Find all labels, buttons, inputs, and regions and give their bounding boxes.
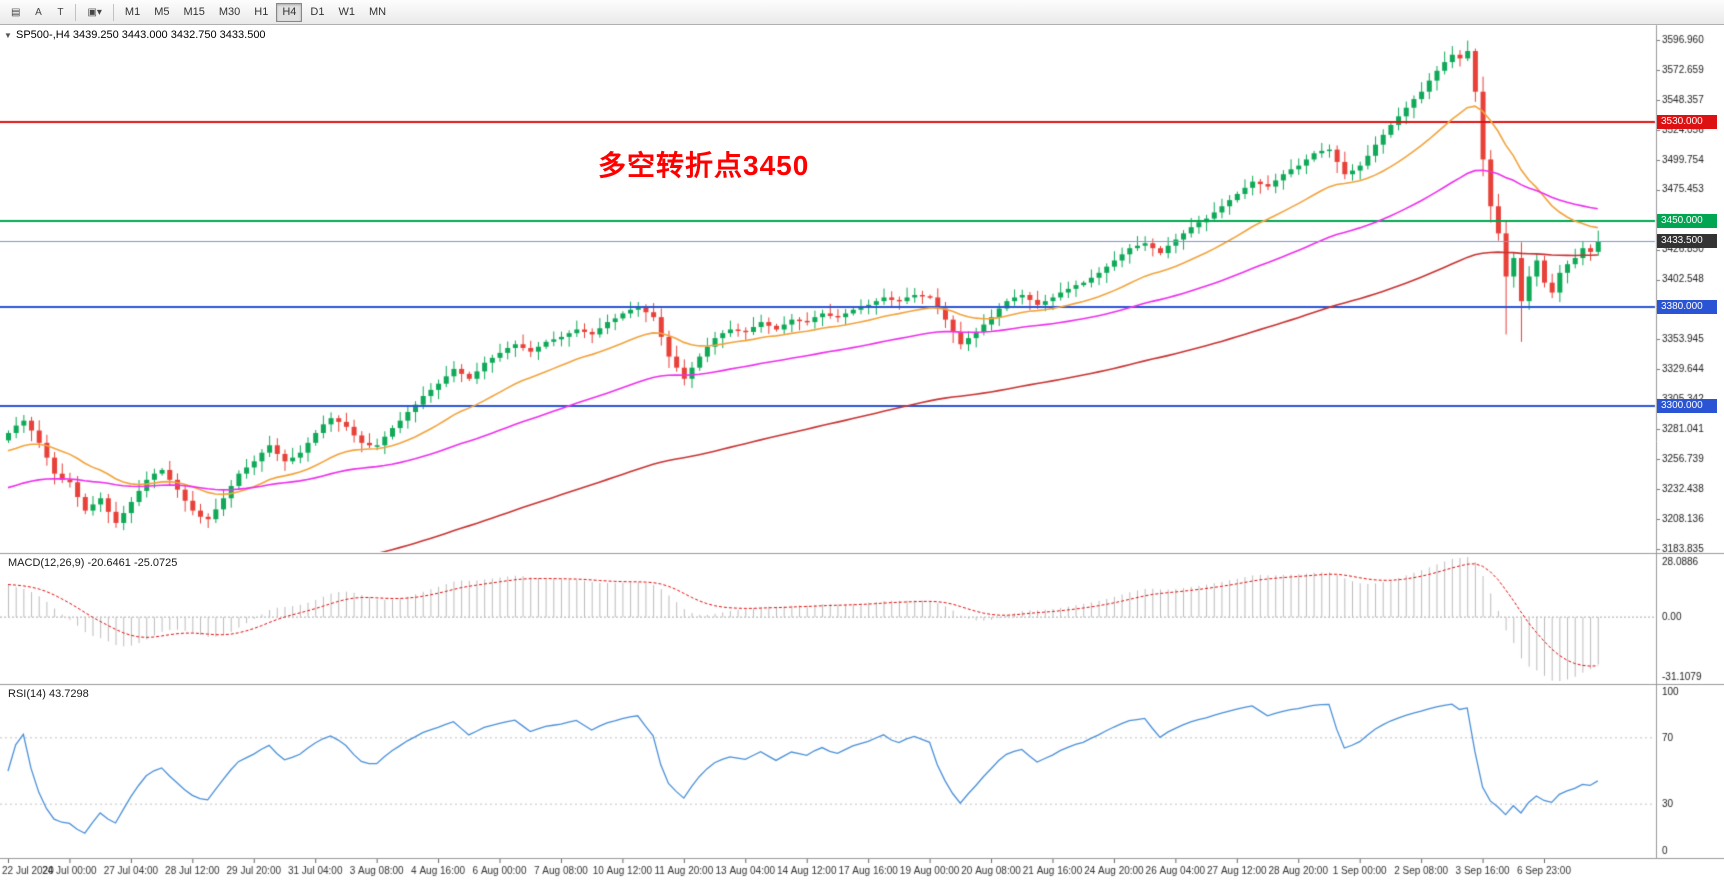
timeframe-button-h4[interactable]: H4 bbox=[276, 2, 303, 22]
toolbar: ▤ A T ▣▾ M1 M5 M15 M30 H1 H4 D1 W1 MN bbox=[0, 0, 1724, 25]
chart-tool-icon[interactable]: ▤ bbox=[5, 3, 26, 22]
text-annotation-icon[interactable]: A bbox=[28, 3, 48, 22]
timeframe-button-m1[interactable]: M1 bbox=[119, 3, 146, 22]
timeframe-button-m30[interactable]: M30 bbox=[213, 3, 246, 22]
macd-indicator-label: MACD(12,26,9) -20.6461 -25.0725 bbox=[8, 557, 178, 569]
timeframe-button-m5[interactable]: M5 bbox=[148, 3, 175, 22]
toolbar-separator bbox=[112, 3, 114, 21]
timeframe-button-d1[interactable]: D1 bbox=[304, 3, 330, 22]
annotation-text[interactable]: 多空转折点3450 bbox=[598, 150, 810, 181]
timeframe-button-w1[interactable]: W1 bbox=[332, 3, 361, 22]
current-price-badge: 3433.500 bbox=[1657, 234, 1717, 249]
price-level-badge: 3380.000 bbox=[1657, 300, 1717, 315]
label-tool-icon[interactable]: T bbox=[50, 3, 70, 22]
timeframe-button-h1[interactable]: H1 bbox=[248, 3, 274, 22]
toolbar-separator bbox=[75, 3, 77, 21]
price-level-badge: 3300.000 bbox=[1657, 398, 1717, 413]
chart-symbol-header: SP500-,H4 3439.250 3443.000 3432.750 343… bbox=[16, 29, 266, 41]
one-click-trading-icon[interactable]: ▼ bbox=[4, 31, 12, 40]
objects-dropdown-icon[interactable]: ▣▾ bbox=[81, 3, 107, 22]
rsi-indicator-label: RSI(14) 43.7298 bbox=[8, 688, 89, 700]
timeframe-button-m15[interactable]: M15 bbox=[177, 3, 210, 22]
timeframe-button-mn[interactable]: MN bbox=[363, 3, 392, 22]
price-level-badge: 3530.000 bbox=[1657, 115, 1717, 130]
price-level-badge: 3450.000 bbox=[1657, 214, 1717, 229]
